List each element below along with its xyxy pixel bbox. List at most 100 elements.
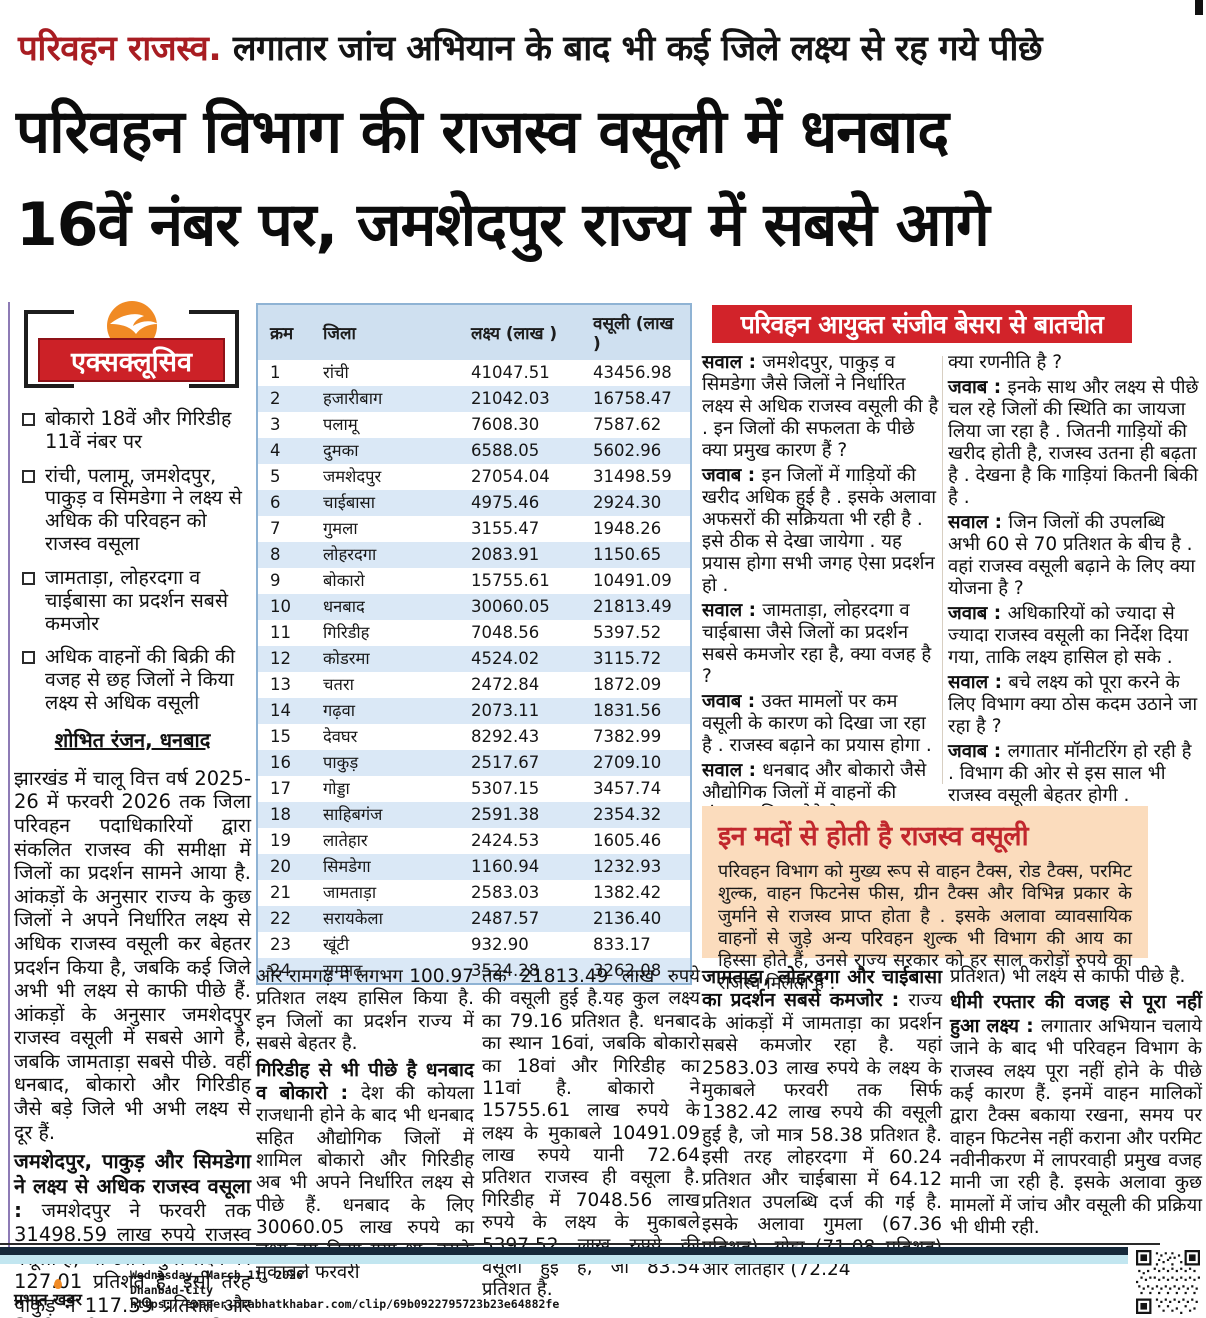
table-cell: 2924.30 <box>587 490 691 516</box>
table-cell: 3155.47 <box>471 519 540 538</box>
table-cell: 1872.09 <box>593 675 662 694</box>
exclusive-badge: एक्सक्लूसिव <box>38 338 225 382</box>
table-cell: 8 <box>257 542 317 568</box>
table-row: 12 कोडरमा 4524.02 3115.72 <box>257 646 691 672</box>
table-cell: चतरा <box>323 675 354 694</box>
table-cell: साहिबगंज <box>317 802 465 828</box>
text-paragraph: सवाल : जामताड़ा, लोहरदगा व चाईबासा जैसे … <box>702 600 932 687</box>
col-header-target: लक्ष्य (लाख ) <box>465 304 587 360</box>
table-row: 19 लातेहार 2424.53 1605.46 <box>257 828 691 854</box>
table-cell: रामगढ़ <box>317 958 465 984</box>
text-paragraph: सवाल : बचे लक्ष्य को पूरा करने के लिए वि… <box>948 672 1198 737</box>
paragraph-lead: सवाल : <box>702 352 763 373</box>
table-cell: धनबाद <box>317 594 465 620</box>
table-cell: 4524.02 <box>465 646 587 672</box>
table-cell: 2517.67 <box>465 750 587 776</box>
revenue-sources-text: परिवहन विभाग को मुख्य रूप से वाहन टैक्स,… <box>718 861 1132 994</box>
table-cell: सिमडेगा <box>317 854 465 880</box>
table-cell: गोड्डा <box>323 779 350 798</box>
bottom-column-3: तक 21813.49 लाख रुपये की वसूली हुई है.यह… <box>482 966 700 1305</box>
clip-edition: Dhanbad-City <box>130 1282 214 1297</box>
table-cell: जामताड़ा <box>323 883 377 902</box>
table-cell: 8292.43 <box>471 727 540 746</box>
paragraph-lead: जवाब : <box>948 377 1008 398</box>
table-cell: बोकारो <box>323 571 365 590</box>
table-cell: 1232.93 <box>587 854 691 880</box>
highlight-bullet: बोकारो 18वें और गिरिडीह 11वें नंबर पर <box>20 407 249 454</box>
table-cell: 21042.03 <box>465 386 587 412</box>
table-row: 13 चतरा 2472.84 1872.09 <box>257 672 691 698</box>
article-body-left: झारखंड में चालू वित्त वर्ष 2025-26 में फ… <box>14 767 251 1318</box>
table-cell: 14 <box>257 698 317 724</box>
table-row: 22 सरायकेला 2487.57 2136.40 <box>257 906 691 932</box>
table-cell: 21813.49 <box>587 594 691 620</box>
paragraph-lead: गिरिडीह से भी पीछे है धनबाद व बोकारो : <box>256 1058 474 1104</box>
table-cell: 3262.08 <box>587 958 691 984</box>
table-cell: 1160.94 <box>465 854 587 880</box>
table-cell: देवघर <box>323 727 358 746</box>
table-cell: चाईबासा <box>317 490 465 516</box>
text-paragraph: झारखंड में चालू वित्त वर्ष 2025-26 में फ… <box>14 766 251 1144</box>
table-cell: लातेहार <box>323 831 368 850</box>
table-row: 17 गोड्डा 5307.15 3457.74 <box>257 776 691 802</box>
table-cell: 3524.28 <box>465 958 587 984</box>
paragraph-lead: सवाल : <box>702 760 763 781</box>
paragraph-lead: सवाल : <box>948 672 1009 693</box>
table-cell: 5 <box>270 467 281 486</box>
table-cell: 2424.53 <box>471 831 540 850</box>
table-cell: 20 <box>257 854 317 880</box>
qr-code <box>1136 1250 1200 1314</box>
table-cell: 1150.65 <box>587 542 691 568</box>
table-cell: 5602.96 <box>587 438 691 464</box>
kicker-text: लगातार जांच अभियान के बाद भी कई जिले लक्… <box>232 29 1043 69</box>
bottom-column-4: जामताड़ा, लोहरदगा और चाईबासा का प्रदर्शन… <box>702 966 942 1284</box>
table-cell: 22 <box>257 906 317 932</box>
table-row: 9 बोकारो 15755.61 10491.09 <box>257 568 691 594</box>
text-paragraph: धीमी रफ्तार की वजह से पूरा नहीं हुआ लक्ष… <box>950 991 1202 1239</box>
table-cell: 2354.32 <box>587 802 691 828</box>
table-cell: 6 <box>257 490 317 516</box>
table-cell: 7608.30 <box>471 415 540 434</box>
table-row: 16 पाकुड़ 2517.67 2709.10 <box>257 750 691 776</box>
flame-icon <box>54 1279 62 1289</box>
table-cell: 18 <box>257 802 317 828</box>
table-cell: 4 <box>257 438 317 464</box>
clip-url: https://epaper.prabhatkhabar.com/clip/69… <box>130 1297 560 1312</box>
table-cell: 7587.62 <box>593 415 662 434</box>
table-cell: खूंटी <box>323 935 350 954</box>
table-cell: गढ़वा <box>317 698 465 724</box>
table-cell: 12 <box>257 646 317 672</box>
table-cell: 1382.42 <box>593 883 662 902</box>
clip-date: Wednesday, March 11, 2026 <box>130 1268 304 1282</box>
left-column-rule <box>8 302 10 1254</box>
revenue-sources-box: इन मदों से होती है राजस्व वसूली परिवहन व… <box>702 806 1148 994</box>
table-cell: पलामू <box>323 415 358 434</box>
table-row: 14 गढ़वा 2073.11 1831.56 <box>257 698 691 724</box>
highlight-bullet: जामताड़ा, लोहरदगा व चाईबासा का प्रदर्शन … <box>20 566 249 635</box>
text-paragraph: जवाब : इनके साथ और लक्ष्य से पीछे चल रहे… <box>948 377 1199 508</box>
table-cell: 30060.05 <box>465 594 587 620</box>
text-paragraph: प्रतिशत) भी लक्ष्य से काफी पीछे है. <box>950 966 1186 987</box>
table-cell: 5397.52 <box>593 623 662 642</box>
text-paragraph: जामताड़ा, लोहरदगा और चाईबासा का प्रदर्शन… <box>702 966 942 1280</box>
table-cell: 16 <box>257 750 317 776</box>
table-cell: 15755.61 <box>471 571 550 590</box>
table-row: 2 हजारीबाग 21042.03 16758.47 <box>257 386 691 412</box>
headline-line1: परिवहन विभाग की राजस्व वसूली में धनबाद <box>16 97 949 167</box>
table-cell: रांची <box>323 363 349 382</box>
prabhat-khabar-logo: प्रभात खबर <box>14 1279 82 1310</box>
table-cell: हजारीबाग <box>317 386 465 412</box>
bottom-column-5: प्रतिशत) भी लक्ष्य से काफी पीछे है. धीमी … <box>950 966 1202 1243</box>
table-cell: 6588.05 <box>465 438 587 464</box>
column-divider <box>942 356 943 784</box>
table-cell: गिरिडीह <box>323 623 370 642</box>
table-cell: 15 <box>270 727 291 746</box>
byline: शोभित रंजन, धनबाद <box>54 727 211 752</box>
headline-line2: 16वें नंबर पर, जमशेदपुर राज्य में सबसे आ… <box>16 190 990 260</box>
footer-navy-band <box>0 1247 1128 1255</box>
table-cell: 2709.10 <box>587 750 691 776</box>
table-cell: लोहरदगा <box>317 542 465 568</box>
table-body: 1 रांची 41047.51 43456.98 2 हजारीबाग 21042.03 1… <box>257 360 691 984</box>
text-paragraph: जवाब : अधिकारियों को ज्यादा से ज्यादा रा… <box>948 603 1189 668</box>
table-cell: 1831.56 <box>587 698 691 724</box>
